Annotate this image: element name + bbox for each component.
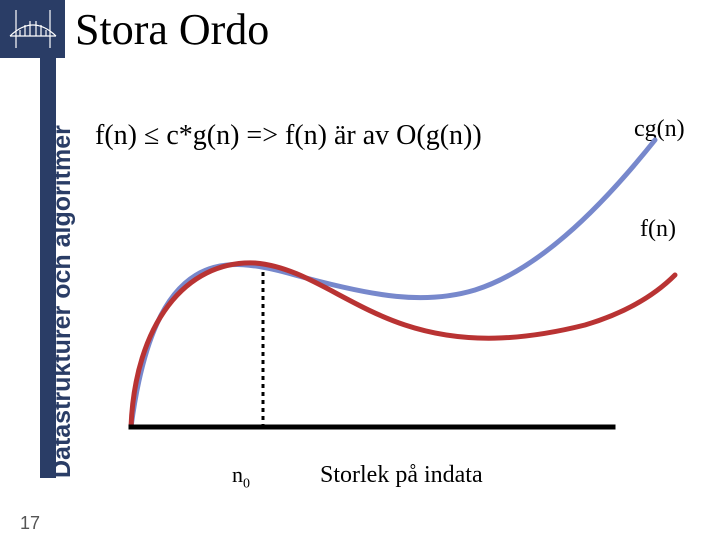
page-number: 17 [20,513,40,534]
cg-label: cg(n) [634,116,685,143]
n0-label: n0 [232,462,250,492]
sidebar-label: Datastrukturer och algoritmer [48,125,77,478]
n0-sub: 0 [243,476,250,491]
n0-text: n [232,462,243,487]
slide: Stora Ordo Datastrukturer och algoritmer… [0,0,720,540]
page-title: Stora Ordo [75,4,269,55]
chart-svg [95,195,665,455]
x-axis-label: Storlek på indata [320,462,483,489]
chart [95,195,665,455]
bridge-icon [8,6,58,52]
logo-box [0,0,65,58]
formula-text: f(n) ≤ c*g(n) => f(n) är av O(g(n)) [95,120,482,152]
